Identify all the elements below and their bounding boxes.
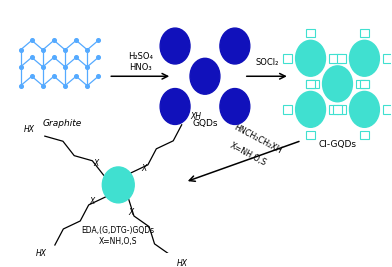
Text: HX: HX <box>24 125 35 134</box>
Bar <box>283 54 292 62</box>
Text: X=NH,O,S: X=NH,O,S <box>99 237 138 246</box>
Ellipse shape <box>190 58 220 94</box>
Ellipse shape <box>160 89 190 124</box>
Point <box>18 65 24 69</box>
Bar <box>283 105 292 114</box>
Point <box>29 74 35 78</box>
Ellipse shape <box>220 28 250 64</box>
Ellipse shape <box>296 91 325 127</box>
Point <box>84 84 91 88</box>
Ellipse shape <box>102 167 134 203</box>
Text: SOCl₂: SOCl₂ <box>255 58 278 67</box>
Point <box>95 55 102 60</box>
Bar <box>306 80 315 88</box>
Ellipse shape <box>160 28 190 64</box>
Point <box>73 55 79 60</box>
Text: HNCH₂CH₂XH: HNCH₂CH₂XH <box>232 123 283 156</box>
Text: H₂SO₄: H₂SO₄ <box>128 52 153 61</box>
Bar <box>383 54 392 62</box>
Point <box>73 74 79 78</box>
Bar <box>383 105 392 114</box>
Text: GQDs: GQDs <box>192 119 218 128</box>
Bar <box>360 131 369 139</box>
Point <box>29 38 35 42</box>
Bar <box>333 54 342 62</box>
Point <box>40 48 46 52</box>
Ellipse shape <box>220 89 250 124</box>
Bar <box>360 80 369 88</box>
Point <box>40 84 46 88</box>
Text: X: X <box>129 208 134 217</box>
Text: X=NH,O,S: X=NH,O,S <box>228 141 268 168</box>
Text: X: X <box>94 159 99 168</box>
Text: HNO₃: HNO₃ <box>129 63 152 72</box>
Bar <box>337 54 346 62</box>
Bar <box>329 105 338 114</box>
Point <box>95 38 102 42</box>
Bar <box>306 131 315 139</box>
Point <box>62 48 68 52</box>
Point <box>40 65 46 69</box>
Ellipse shape <box>350 91 379 127</box>
Point <box>51 74 57 78</box>
Text: Cl-GQDs: Cl-GQDs <box>318 140 356 150</box>
Point <box>95 74 102 78</box>
Point <box>62 65 68 69</box>
Bar <box>306 29 315 37</box>
Bar <box>360 29 369 37</box>
Ellipse shape <box>296 40 325 76</box>
Ellipse shape <box>323 66 352 102</box>
Point <box>84 48 91 52</box>
Point <box>84 65 91 69</box>
Point <box>62 84 68 88</box>
Text: X: X <box>90 197 95 206</box>
Bar <box>329 54 338 62</box>
Point <box>18 84 24 88</box>
Point <box>18 48 24 52</box>
Text: HX: HX <box>35 249 46 258</box>
Bar <box>306 80 315 88</box>
Point <box>73 38 79 42</box>
Bar <box>337 105 346 114</box>
Point <box>29 55 35 60</box>
Text: EDA,(G,DTG-)GQDs: EDA,(G,DTG-)GQDs <box>82 226 155 234</box>
Text: Graphite: Graphite <box>43 119 82 128</box>
Text: XH: XH <box>190 112 201 121</box>
Point <box>51 55 57 60</box>
Bar <box>356 80 365 88</box>
Text: X: X <box>142 164 147 173</box>
Bar <box>360 80 369 88</box>
Text: HX: HX <box>176 259 188 267</box>
Point <box>51 38 57 42</box>
Bar <box>310 80 319 88</box>
Bar <box>333 105 342 113</box>
Ellipse shape <box>350 40 379 76</box>
